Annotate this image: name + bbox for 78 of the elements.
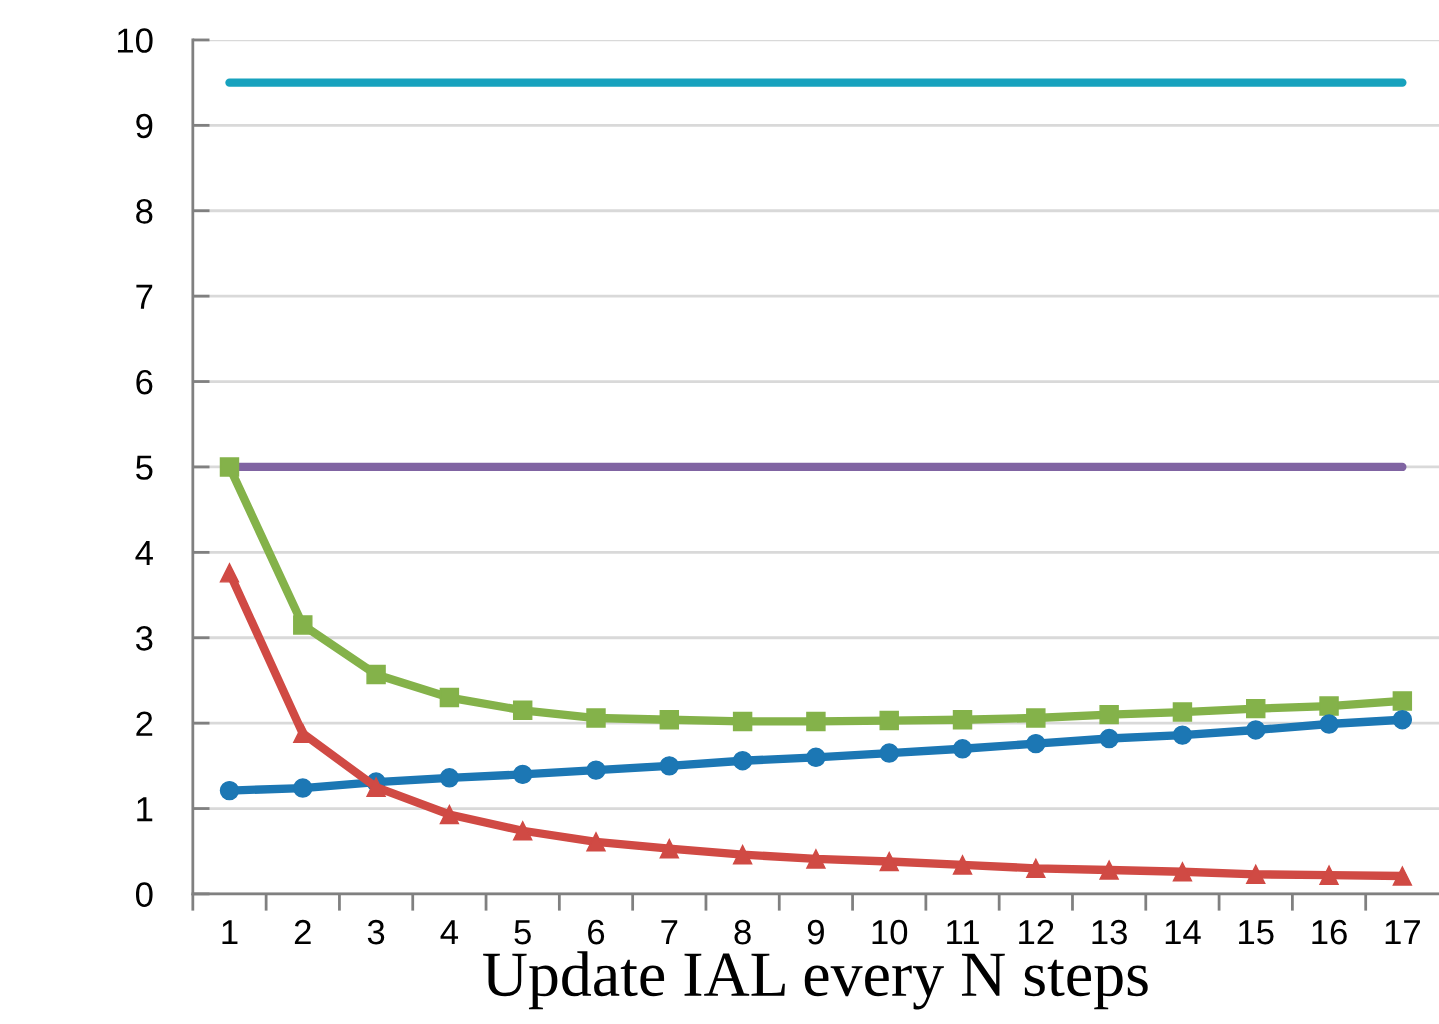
point xyxy=(1099,704,1119,725)
point xyxy=(1099,860,1119,880)
x-tick-label: 17 xyxy=(1385,920,1420,945)
point xyxy=(806,711,826,732)
point xyxy=(512,700,533,721)
x-tick-label: 8 xyxy=(734,919,751,945)
point xyxy=(1099,728,1119,749)
x-tick-label: 14 xyxy=(1165,920,1201,945)
point xyxy=(219,563,240,583)
y-tick-label: 2 xyxy=(136,711,153,736)
point xyxy=(512,764,533,785)
point xyxy=(219,457,240,477)
x-tick-label: 9 xyxy=(807,919,824,945)
y-tick-label: 0 xyxy=(135,882,153,907)
point xyxy=(879,851,899,872)
x-tick-label: 16 xyxy=(1312,919,1347,945)
x-tick-label: 4 xyxy=(440,920,459,945)
point xyxy=(439,687,460,708)
y-tick-label: 7 xyxy=(136,284,153,309)
x-tick-label: 2 xyxy=(294,919,311,945)
point xyxy=(586,832,606,852)
point xyxy=(1026,708,1046,728)
y-tick-label: 10 xyxy=(117,28,153,53)
point xyxy=(1319,696,1339,716)
point xyxy=(512,821,533,841)
point xyxy=(439,768,460,788)
x-tick-label: 13 xyxy=(1092,919,1127,945)
point xyxy=(366,777,386,797)
point xyxy=(659,756,680,776)
x-axis-title: Update IAL every N steps xyxy=(483,951,1148,1010)
point xyxy=(1319,714,1339,734)
point xyxy=(732,751,753,771)
point xyxy=(1246,864,1266,885)
point xyxy=(366,664,386,685)
point xyxy=(1172,702,1193,722)
point xyxy=(1172,725,1193,745)
point xyxy=(806,747,826,768)
point xyxy=(586,760,606,780)
point xyxy=(1392,691,1413,711)
y-tick-label: 4 xyxy=(135,541,153,565)
y-tick-label: 8 xyxy=(136,199,153,224)
point xyxy=(1392,710,1413,730)
point xyxy=(1319,865,1339,885)
point xyxy=(952,710,973,730)
point xyxy=(1246,720,1266,740)
x-tick-label: 1 xyxy=(222,920,238,945)
x-tick-label: 11 xyxy=(947,920,979,945)
point xyxy=(952,739,973,759)
point xyxy=(1026,733,1046,754)
point xyxy=(659,838,680,859)
point xyxy=(1392,866,1413,886)
x-tick-label: 5 xyxy=(514,920,531,945)
point xyxy=(806,849,826,869)
y-tick-label: 1 xyxy=(137,797,153,822)
point xyxy=(952,855,973,875)
x-tick-label: 3 xyxy=(367,919,385,945)
point xyxy=(732,844,753,865)
point xyxy=(293,778,313,798)
point xyxy=(879,710,899,731)
point xyxy=(586,708,606,728)
point xyxy=(219,780,240,801)
point xyxy=(659,710,680,730)
y-tick-label: 3 xyxy=(135,626,153,651)
point xyxy=(879,743,899,763)
x-tick-label: 10 xyxy=(872,919,908,945)
x-tick-label: 15 xyxy=(1239,920,1274,945)
x-tick-label: 12 xyxy=(1019,919,1054,945)
x-tick-label: 6 xyxy=(588,919,605,945)
point xyxy=(1026,858,1046,879)
point xyxy=(293,615,313,635)
point xyxy=(439,804,460,825)
y-tick-label: 9 xyxy=(136,113,153,139)
point xyxy=(1172,862,1193,882)
y-tick-label: 6 xyxy=(136,369,153,395)
point xyxy=(1246,698,1266,719)
point xyxy=(732,711,753,732)
x-tick-label: 7 xyxy=(661,920,678,945)
y-tick-label: 5 xyxy=(136,455,153,480)
